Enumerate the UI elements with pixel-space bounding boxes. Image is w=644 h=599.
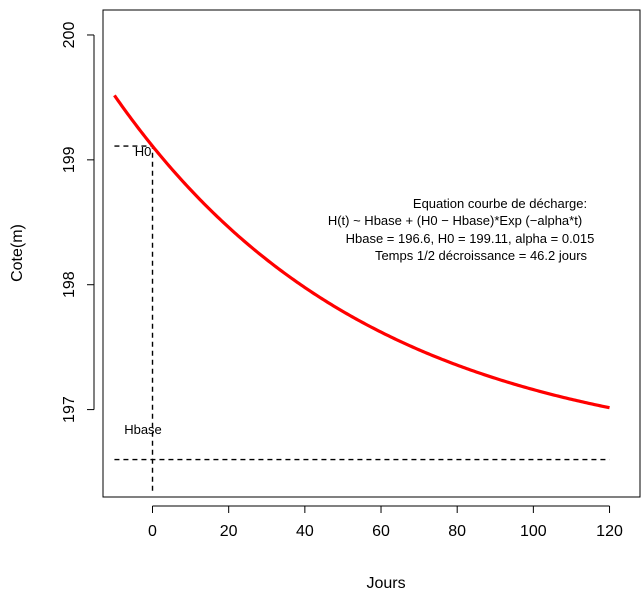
x-tick-label: 0 xyxy=(148,523,157,540)
annotation-line-1: Equation courbe de décharge: xyxy=(413,196,587,211)
x-axis-label: Jours xyxy=(366,575,405,592)
x-tick-label: 80 xyxy=(448,523,466,540)
h0-label: H0 xyxy=(135,144,152,159)
reference-lines xyxy=(114,145,610,491)
y-tick-label: 197 xyxy=(61,396,78,423)
x-tick-label: 20 xyxy=(220,523,238,540)
annotation-line-2: H(t) ~ Hbase + (H0 − Hbase)*Exp (−alpha*… xyxy=(328,213,582,228)
x-tick-label: 100 xyxy=(520,523,547,540)
x-tick-label: 60 xyxy=(372,523,390,540)
x-tick-label: 120 xyxy=(596,523,623,540)
annotation-line-3: Hbase = 196.6, H0 = 199.11, alpha = 0.01… xyxy=(346,231,595,246)
y-axis: 197 198 199 200 xyxy=(61,22,95,423)
x-axis: 0 20 40 60 80 100 120 xyxy=(148,505,623,540)
annotation-line-4: Temps 1/2 décroissance = 46.2 jours xyxy=(375,248,588,263)
y-axis-label: Cote(m) xyxy=(9,224,26,282)
x-tick-label: 40 xyxy=(296,523,314,540)
y-tick-label: 199 xyxy=(61,146,78,173)
equation-annotation: Equation courbe de décharge: H(t) ~ Hbas… xyxy=(328,196,595,263)
plot-frame xyxy=(102,9,641,498)
y-tick-label: 200 xyxy=(61,22,78,49)
hbase-label: Hbase xyxy=(124,422,162,437)
decay-curve xyxy=(113,94,610,410)
y-tick-label: 198 xyxy=(61,271,78,298)
